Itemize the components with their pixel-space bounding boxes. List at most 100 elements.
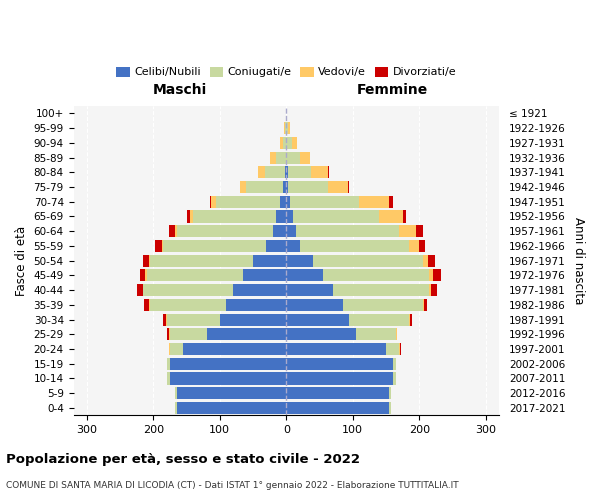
Bar	[286, 166, 287, 178]
Bar	[206, 328, 286, 340]
Bar	[286, 270, 323, 281]
Bar	[392, 358, 396, 370]
Bar	[247, 181, 283, 193]
Bar	[259, 166, 265, 178]
Bar	[416, 225, 422, 237]
Bar	[433, 270, 440, 281]
Bar	[150, 299, 226, 311]
Bar	[400, 225, 416, 237]
Bar	[410, 314, 412, 326]
Bar	[220, 314, 286, 326]
Bar	[269, 152, 277, 164]
Bar	[167, 358, 170, 370]
Bar	[403, 210, 406, 222]
Text: Maschi: Maschi	[153, 83, 207, 97]
Bar	[286, 284, 333, 296]
Bar	[169, 328, 170, 340]
Bar	[424, 299, 427, 311]
Bar	[422, 254, 428, 266]
Bar	[286, 196, 290, 208]
Bar	[311, 166, 328, 178]
Bar	[277, 210, 286, 222]
Bar	[348, 181, 349, 193]
Bar	[137, 284, 143, 296]
Bar	[273, 225, 286, 237]
Bar	[286, 240, 299, 252]
Bar	[286, 372, 392, 384]
Bar	[409, 314, 410, 326]
Bar	[286, 181, 289, 193]
Bar	[379, 210, 403, 222]
Text: COMUNE DI SANTA MARIA DI LICODIA (CT) - Dati ISTAT 1° gennaio 2022 - Elaborazion: COMUNE DI SANTA MARIA DI LICODIA (CT) - …	[6, 480, 458, 490]
Bar	[166, 314, 167, 326]
Bar	[286, 225, 296, 237]
Bar	[167, 328, 169, 340]
Bar	[176, 387, 286, 399]
Bar	[170, 343, 183, 355]
Bar	[175, 402, 176, 414]
Bar	[290, 196, 359, 208]
Bar	[333, 284, 429, 296]
Bar	[359, 196, 389, 208]
Bar	[283, 181, 286, 193]
Bar	[286, 299, 343, 311]
Bar	[284, 122, 285, 134]
Bar	[400, 343, 401, 355]
Bar	[286, 122, 287, 134]
Bar	[286, 343, 386, 355]
Bar	[286, 328, 356, 340]
Bar	[286, 254, 313, 266]
Bar	[389, 402, 391, 414]
Bar	[286, 358, 392, 370]
Bar	[343, 299, 422, 311]
Bar	[389, 387, 391, 399]
Bar	[293, 210, 379, 222]
Bar	[243, 270, 286, 281]
Bar	[193, 210, 277, 222]
Bar	[233, 284, 286, 296]
Y-axis label: Fasce di età: Fasce di età	[15, 226, 28, 296]
Bar	[285, 122, 286, 134]
Bar	[265, 166, 285, 178]
Bar	[431, 284, 437, 296]
Bar	[392, 372, 396, 384]
Bar	[287, 166, 311, 178]
Bar	[286, 210, 293, 222]
Bar	[170, 328, 206, 340]
Bar	[283, 137, 286, 149]
Bar	[162, 240, 163, 252]
Bar	[286, 314, 349, 326]
Bar	[286, 137, 292, 149]
Bar	[328, 181, 348, 193]
Bar	[169, 225, 175, 237]
Bar	[280, 137, 283, 149]
Bar	[210, 196, 211, 208]
Text: Popolazione per età, sesso e stato civile - 2022: Popolazione per età, sesso e stato civil…	[6, 452, 360, 466]
Bar	[286, 152, 299, 164]
Bar	[323, 270, 429, 281]
Bar	[146, 270, 243, 281]
Bar	[396, 328, 397, 340]
Bar	[175, 225, 176, 237]
Bar	[211, 196, 217, 208]
Bar	[149, 299, 150, 311]
Bar	[183, 343, 286, 355]
Bar	[170, 358, 286, 370]
Bar	[240, 181, 247, 193]
Text: Femmine: Femmine	[357, 83, 428, 97]
Bar	[349, 314, 409, 326]
Bar	[280, 196, 286, 208]
Bar	[299, 240, 409, 252]
Bar	[266, 240, 286, 252]
Bar	[155, 240, 162, 252]
Y-axis label: Anni di nascita: Anni di nascita	[572, 217, 585, 304]
Bar	[429, 284, 431, 296]
Bar	[285, 166, 286, 178]
Bar	[389, 196, 392, 208]
Bar	[226, 299, 286, 311]
Bar	[167, 372, 170, 384]
Legend: Celibi/Nubili, Coniugati/e, Vedovi/e, Divorziati/e: Celibi/Nubili, Coniugati/e, Vedovi/e, Di…	[112, 62, 461, 82]
Bar	[299, 152, 310, 164]
Bar	[143, 254, 149, 266]
Bar	[289, 181, 328, 193]
